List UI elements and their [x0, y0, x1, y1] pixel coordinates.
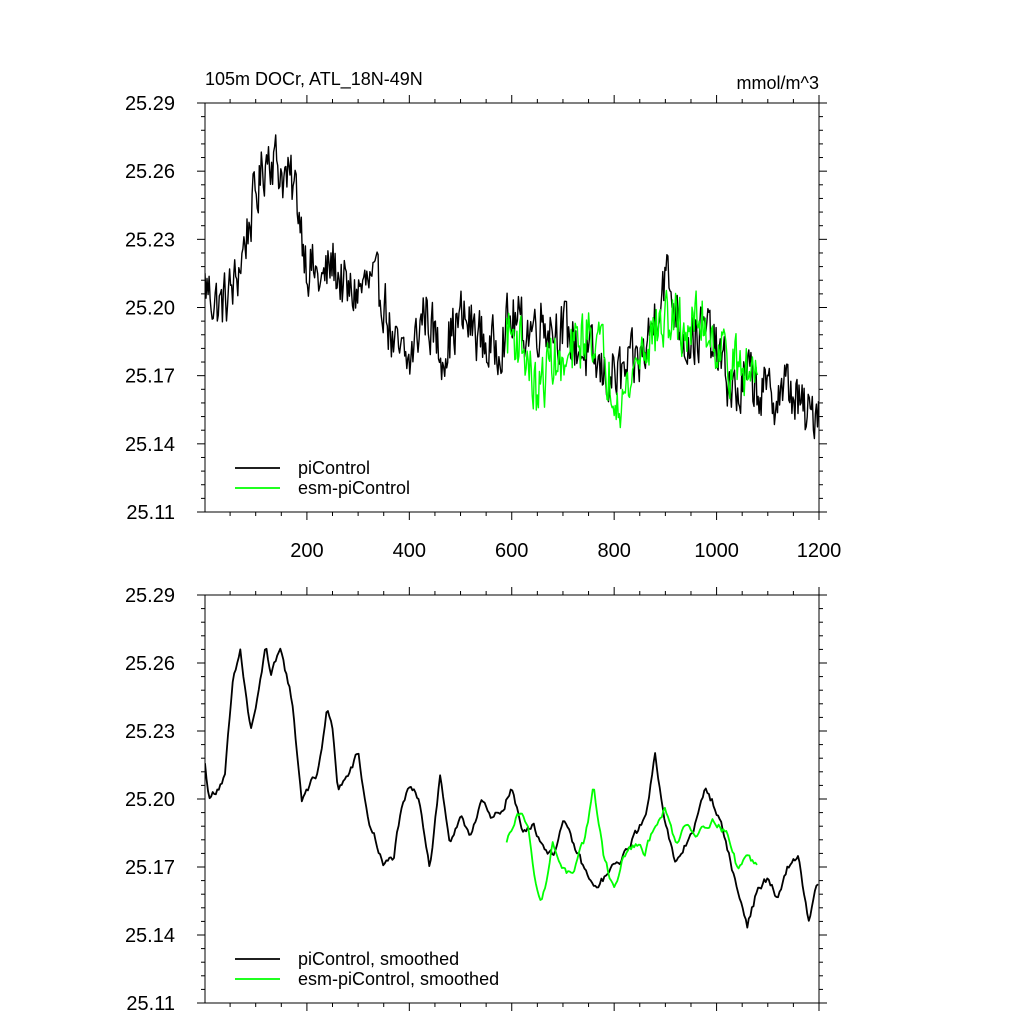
x-tick-label: 400: [393, 540, 426, 562]
series-line-picontrol: [205, 134, 819, 440]
y-tick-label: 25.26: [125, 653, 175, 675]
chart-title: 105m DOCr, ATL_18N-49N: [205, 69, 423, 90]
chart-panel-2: 25.11 25.14 25.17 25.20 25.23 25.26 25.29 piCon…: [125, 585, 827, 1015]
y-tick-label: 25.26: [125, 161, 175, 183]
plot-frame: [204, 594, 820, 1004]
legend-label: piControl: [298, 458, 370, 478]
series-line-esm-picontrol: [505, 289, 759, 429]
series-line-esm-picontrol: [505, 788, 758, 901]
units-label: mmol/m^3: [737, 73, 819, 93]
y-tick-label: 25.23: [125, 721, 175, 743]
legend-label: piControl, smoothed: [298, 949, 459, 969]
plot-frame: [204, 102, 820, 513]
y-tick-label: 25.23: [125, 229, 175, 251]
x-tick-label: 600: [495, 540, 528, 562]
y-tick-label: 25.29: [125, 93, 175, 115]
y-tick-label: 25.11: [126, 502, 175, 524]
x-tick-label: 1000: [694, 540, 739, 562]
y-tick-label: 25.29: [125, 585, 175, 607]
x-tick-label: 800: [597, 540, 630, 562]
y-tick-label: 25.14: [125, 434, 175, 456]
y-tick-label: 25.20: [125, 789, 175, 811]
x-tick-label: 200: [290, 540, 323, 562]
y-tick-label: 25.14: [125, 925, 175, 947]
y-tick-label: 25.11: [126, 993, 175, 1015]
y-tick-label: 25.17: [125, 366, 175, 388]
y-tick-label: 25.17: [125, 857, 175, 879]
series-line-picontrol: [205, 647, 819, 929]
y-tick-label: 25.20: [125, 298, 175, 320]
legend-label: esm-piControl: [298, 478, 410, 498]
chart-panel-1: 25.11 25.14 25.17 25.20 25.23 25.26 25.29 200 40…: [125, 69, 841, 562]
legend-label: esm-piControl, smoothed: [298, 969, 499, 989]
x-tick-label: 1200: [797, 540, 842, 562]
